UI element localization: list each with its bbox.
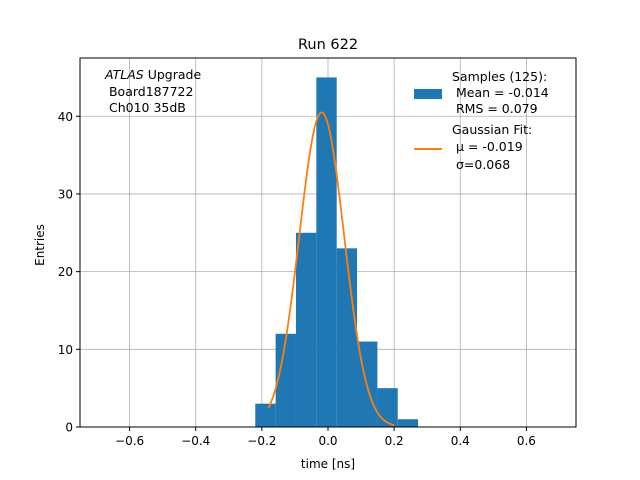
y-axis-ticks: 0 10 20 30 40 <box>58 110 80 435</box>
y-tick-label: 40 <box>58 110 73 124</box>
x-tick-label: 0.6 <box>517 434 536 448</box>
x-tick-label: 0.0 <box>318 434 337 448</box>
histogram-bar <box>295 232 317 427</box>
svg-text:ATLAS Upgrade: ATLAS Upgrade <box>104 67 201 82</box>
histogram-bar <box>397 419 419 427</box>
legend-histogram-mean: Mean = -0.014 <box>452 85 549 100</box>
atlas-label: ATLAS <box>104 67 144 82</box>
histogram-bars <box>255 77 419 427</box>
channel-label: Ch010 35dB <box>105 100 186 115</box>
y-tick-label: 20 <box>58 265 73 279</box>
legend-histogram-swatch <box>414 89 442 99</box>
x-axis-ticks: −0.6 −0.4 −0.2 0.0 0.2 0.4 0.6 <box>115 427 536 448</box>
x-tick-label: −0.2 <box>247 434 276 448</box>
y-tick-label: 30 <box>58 187 73 201</box>
legend-histogram-rms: RMS = 0.079 <box>452 101 538 116</box>
chart-title: Run 622 <box>298 37 358 53</box>
legend-fit-mu: μ = -0.019 <box>452 139 523 154</box>
legend-fit-sigma: σ=0.068 <box>452 157 510 172</box>
histogram-bar <box>377 388 398 427</box>
gaussian-fit-curve <box>267 111 395 427</box>
gaussian-fit <box>267 111 395 427</box>
y-axis-label: Entries <box>33 224 47 266</box>
legend-histogram-name: Samples (125): <box>452 69 547 84</box>
x-tick-label: −0.6 <box>115 434 144 448</box>
x-tick-label: 0.4 <box>451 434 470 448</box>
histogram-bar <box>255 403 276 427</box>
y-tick-label: 0 <box>65 421 73 435</box>
histogram-bar <box>316 77 337 427</box>
histogram-bar <box>336 248 358 427</box>
histogram-bar <box>275 333 296 427</box>
legend: Samples (125): Mean = -0.014 RMS = 0.079… <box>414 69 549 172</box>
x-tick-label: 0.2 <box>385 434 404 448</box>
x-tick-label: −0.4 <box>181 434 210 448</box>
legend-fit-name: Gaussian Fit: <box>452 122 532 137</box>
y-tick-label: 10 <box>58 343 73 357</box>
upgrade-label: Upgrade <box>144 67 202 82</box>
x-axis-label: time [ns] <box>301 457 355 471</box>
atlas-annotation: ATLAS Upgrade Board187722 Ch010 35dB <box>104 67 201 115</box>
board-label: Board187722 <box>105 84 193 99</box>
